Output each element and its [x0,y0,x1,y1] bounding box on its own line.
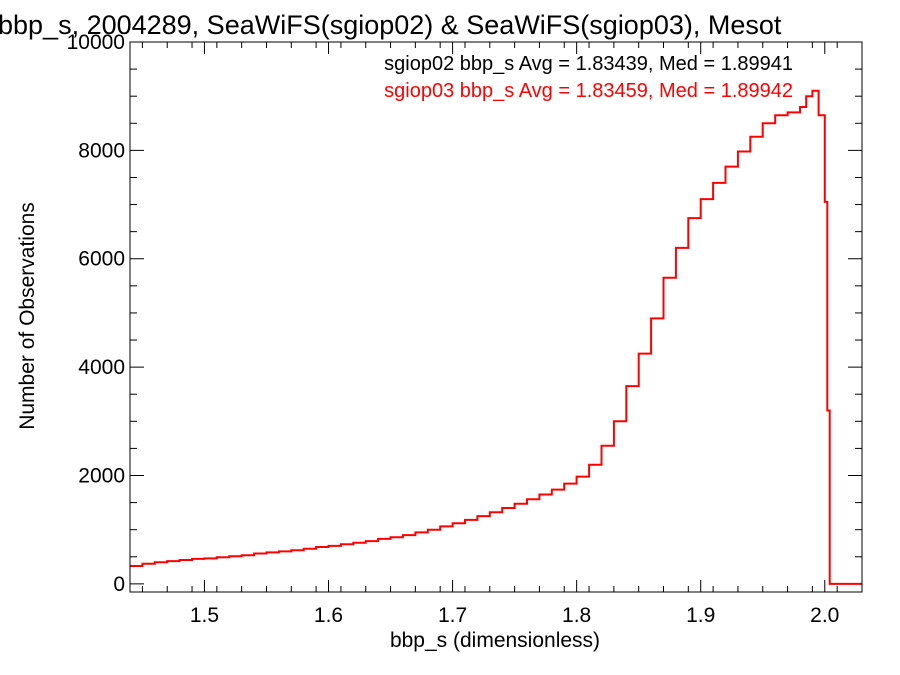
x-axis-label: bbp_s (dimensionless) [390,629,600,652]
x-tick-label: 1.9 [686,604,715,627]
x-tick-label: 2.0 [810,604,839,627]
y-tick-label: 8000 [78,139,125,162]
y-tick-label: 2000 [78,464,125,487]
series-layer [130,89,862,585]
y-tick-label: 6000 [78,248,125,271]
y-tick-label: 4000 [78,356,125,379]
y-tick-label: 0 [113,573,125,596]
x-tick-label: 1.7 [438,604,467,627]
x-tick-label: 1.6 [314,604,343,627]
x-tick-label: 1.5 [190,604,219,627]
y-tick-label: 10000 [67,31,125,54]
chart-title: bbp_s, 2004289, SeaWiFS(sgiop02) & SeaWi… [0,10,782,40]
annotation-sgiop02: sgiop02 bbp_s Avg = 1.83439, Med = 1.899… [384,53,793,75]
x-tick-label: 1.8 [562,604,591,627]
series-line-sgiop03 [130,89,862,585]
annotation-sgiop03: sgiop03 bbp_s Avg = 1.83459, Med = 1.899… [384,80,793,102]
axes: 1.5 1.6 1.7 1.8 1.9 2.0 0 2000 4000 6000 8000 10000 [67,31,862,627]
y-axis-label: Number of Observations [16,202,39,430]
plot-frame [129,41,863,593]
annotations: sgiop02 bbp_s Avg = 1.83439, Med = 1.899… [384,53,793,102]
